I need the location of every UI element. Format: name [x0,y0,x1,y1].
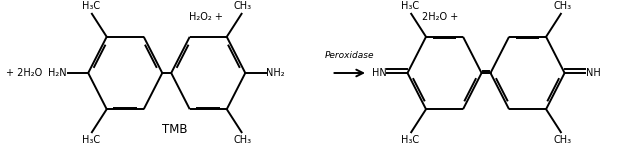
Text: CH₃: CH₃ [234,135,252,145]
Text: H₃C: H₃C [81,135,100,145]
Text: CH₃: CH₃ [553,1,572,11]
Text: NH₂: NH₂ [266,68,285,78]
Text: NH: NH [586,68,600,78]
Text: Peroxidase: Peroxidase [324,51,374,60]
Text: H₂N: H₂N [49,68,67,78]
Text: H₃C: H₃C [401,135,419,145]
Text: H₂O₂ +: H₂O₂ + [189,12,223,22]
Text: H₃C: H₃C [81,1,100,11]
Text: 2H₂O +: 2H₂O + [422,12,458,22]
Text: + 2H₂O: + 2H₂O [6,68,42,78]
Text: CH₃: CH₃ [234,1,252,11]
Text: H₃C: H₃C [401,1,419,11]
Text: TMB: TMB [162,123,187,136]
Text: HN: HN [372,68,387,78]
Text: CH₃: CH₃ [553,135,572,145]
